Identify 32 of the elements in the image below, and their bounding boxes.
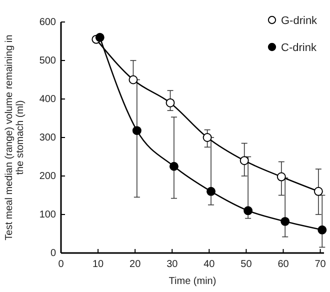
x-tick-label: 50	[240, 259, 252, 270]
point	[206, 186, 216, 196]
y-tick-label: 300	[39, 132, 56, 144]
point	[240, 156, 249, 166]
y-axis-title: Test meal median (range) volume remaining in the stomach (ml)	[4, 34, 26, 240]
point	[280, 216, 290, 226]
x-tick-label: 40	[204, 259, 216, 270]
point	[169, 162, 178, 171]
y-tick-label: 600	[39, 17, 56, 28]
point	[95, 32, 104, 42]
y-tick-label: 0	[50, 248, 56, 260]
point	[314, 186, 323, 196]
point	[128, 75, 138, 84]
legend-label: G-drink	[281, 15, 318, 27]
legend-label: C-drink	[281, 42, 317, 54]
y-tick-label: 200	[39, 171, 56, 182]
point	[276, 172, 286, 182]
point	[202, 133, 212, 142]
y-tick-label: 500	[39, 56, 56, 67]
x-tick-label: 10	[92, 259, 104, 270]
x-tick-label: 60	[278, 259, 290, 270]
point	[132, 126, 142, 136]
x-tick-label: 20	[130, 259, 142, 270]
point	[244, 206, 253, 216]
point	[166, 98, 175, 108]
x-tick-label: 70	[314, 259, 326, 270]
x-tick-label: 30	[166, 259, 178, 270]
y-tick-label: 100	[39, 210, 56, 221]
point	[318, 225, 327, 234]
y-tick-label: 400	[39, 94, 56, 106]
x-axis-title: Time (min)	[168, 276, 216, 287]
x-tick-label: 0	[58, 259, 64, 270]
